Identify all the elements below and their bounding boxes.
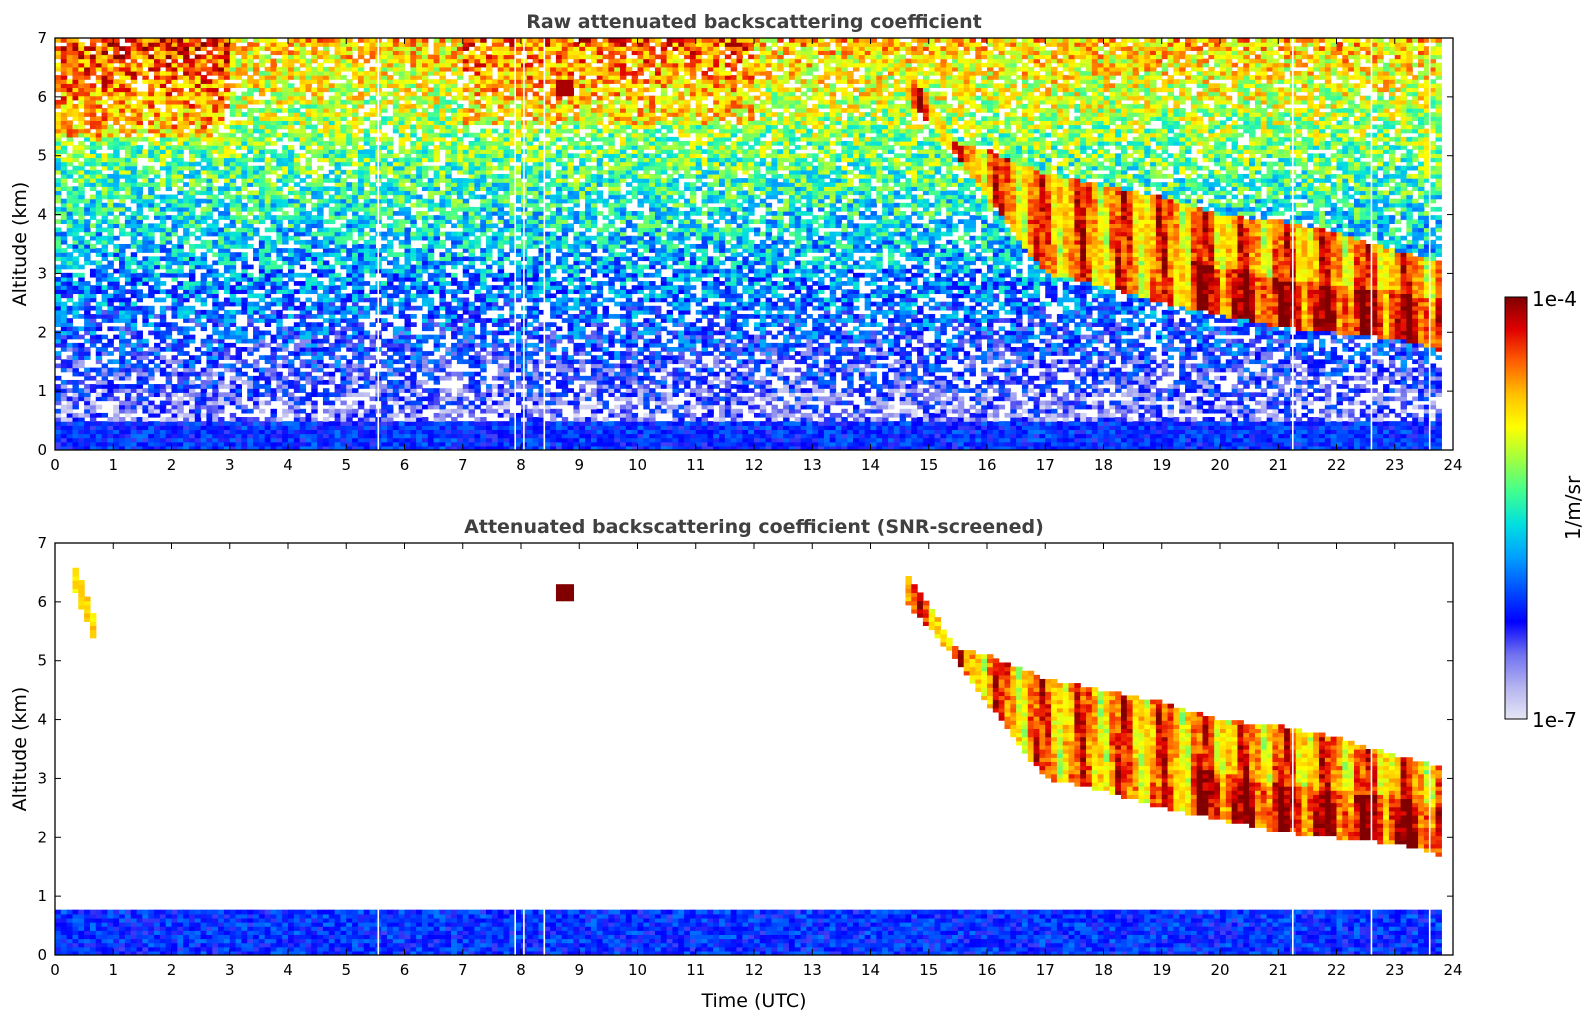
colorbar-scale [1504, 296, 1528, 720]
y-tick-label: 7 [37, 534, 47, 552]
y-tick-label: 2 [37, 828, 47, 846]
x-axis-label: Time (UTC) [700, 990, 806, 1012]
x-tick-label: 13 [803, 961, 822, 979]
y-tick-label: 5 [37, 147, 47, 165]
x-tick-label: 8 [516, 961, 526, 979]
data-gap [543, 38, 546, 450]
x-tick-label: 23 [1385, 961, 1404, 979]
data-gap [523, 38, 525, 450]
x-tick-label: 20 [1210, 456, 1229, 474]
x-tick-label: 11 [686, 456, 705, 474]
x-tick-label: 9 [574, 961, 584, 979]
x-tick-label: 8 [516, 456, 526, 474]
x-tick-label: 6 [400, 961, 410, 979]
x-tick-label: 5 [341, 456, 351, 474]
y-axis-label-screened: Altitude (km) [9, 687, 31, 812]
x-tick-label: 18 [1094, 961, 1113, 979]
data-gap [1428, 38, 1431, 450]
x-tick-label: 4 [283, 456, 293, 474]
x-tick-label: 19 [1152, 961, 1171, 979]
y-tick-label: 0 [37, 441, 47, 459]
y-axis-label-raw: Altitude (km) [9, 182, 31, 307]
x-tick-label: 10 [628, 456, 647, 474]
x-tick-label: 2 [167, 961, 177, 979]
x-tick-label: 14 [861, 456, 880, 474]
x-tick-label: 12 [744, 961, 763, 979]
x-tick-label: 20 [1210, 961, 1229, 979]
data-gap [1370, 543, 1373, 955]
y-axis-screened: 0 1 2 3 4 5 6 7 [37, 534, 1453, 964]
x-tick-label: 16 [977, 961, 996, 979]
colorbar-max-label: 1e-4 [1532, 287, 1577, 311]
y-tick-label: 3 [37, 769, 47, 787]
colorbar-unit-label: 1/m/sr [1561, 475, 1585, 540]
data-gap [514, 38, 516, 450]
x-tick-label: 4 [283, 961, 293, 979]
panel-title-screened: Attenuated backscattering coefficient (S… [464, 516, 1044, 538]
y-tick-label: 6 [37, 88, 47, 106]
x-tick-label: 7 [458, 961, 468, 979]
colorbar: 1e-4 1e-7 1/m/sr [1504, 287, 1585, 732]
x-tick-label: 3 [225, 456, 235, 474]
x-tick-label: 0 [50, 961, 60, 979]
x-tick-label: 24 [1443, 456, 1462, 474]
x-tick-label: 9 [574, 456, 584, 474]
x-tick-label: 22 [1327, 961, 1346, 979]
x-axis-screened: 0 1 2 3 4 5 6 7 8 9 10 11 12 13 14 15 16 17 18 19 20 21 22 23 24 [50, 543, 1463, 979]
y-tick-label: 3 [37, 264, 47, 282]
data-gap [1428, 543, 1431, 955]
data-gap [377, 543, 380, 955]
x-tick-label: 19 [1152, 456, 1171, 474]
x-tick-label: 2 [167, 456, 177, 474]
y-tick-label: 6 [37, 593, 47, 611]
panel-raw: Raw attenuated backscattering coefficien… [9, 11, 1463, 474]
x-tick-label: 7 [458, 456, 468, 474]
y-tick-label: 0 [37, 946, 47, 964]
x-tick-label: 24 [1443, 961, 1462, 979]
x-tick-label: 13 [803, 456, 822, 474]
x-axis-raw: 0 1 2 3 4 5 6 7 8 9 10 11 12 13 14 15 16 17 18 19 20 21 22 23 24 [50, 38, 1463, 474]
panel-title-raw: Raw attenuated backscattering coefficien… [526, 11, 982, 33]
colorbar-min-label: 1e-7 [1532, 708, 1577, 732]
y-tick-label: 1 [37, 887, 47, 905]
y-tick-label: 4 [37, 206, 47, 224]
x-tick-label: 21 [1269, 456, 1288, 474]
data-gap [1292, 543, 1294, 955]
x-tick-label: 17 [1036, 961, 1055, 979]
y-tick-label: 1 [37, 382, 47, 400]
y-axis-raw: 0 1 2 3 4 5 6 7 [37, 29, 1453, 459]
y-tick-label: 4 [37, 711, 47, 729]
data-gap [514, 543, 516, 955]
y-tick-label: 5 [37, 652, 47, 670]
data-gap [1292, 38, 1294, 450]
x-tick-label: 21 [1269, 961, 1288, 979]
y-tick-label: 7 [37, 29, 47, 47]
heatmap-screened [55, 543, 1442, 955]
x-tick-label: 5 [341, 961, 351, 979]
data-gap [543, 543, 546, 955]
heatmap-raw [55, 38, 1442, 450]
x-tick-label: 0 [50, 456, 60, 474]
x-tick-label: 16 [977, 456, 996, 474]
y-tick-label: 2 [37, 323, 47, 341]
x-tick-label: 1 [108, 961, 118, 979]
data-gap [1370, 38, 1373, 450]
x-tick-label: 14 [861, 961, 880, 979]
x-tick-label: 15 [919, 961, 938, 979]
x-tick-label: 22 [1327, 456, 1346, 474]
x-tick-label: 15 [919, 456, 938, 474]
x-tick-label: 18 [1094, 456, 1113, 474]
data-gap [523, 543, 525, 955]
x-tick-label: 17 [1036, 456, 1055, 474]
x-tick-label: 23 [1385, 456, 1404, 474]
x-tick-label: 11 [686, 961, 705, 979]
x-tick-label: 1 [108, 456, 118, 474]
x-tick-label: 3 [225, 961, 235, 979]
x-tick-label: 10 [628, 961, 647, 979]
x-tick-label: 6 [400, 456, 410, 474]
panel-screened: Attenuated backscattering coefficient (S… [9, 516, 1463, 1012]
data-gap [377, 38, 380, 450]
x-tick-label: 12 [744, 456, 763, 474]
